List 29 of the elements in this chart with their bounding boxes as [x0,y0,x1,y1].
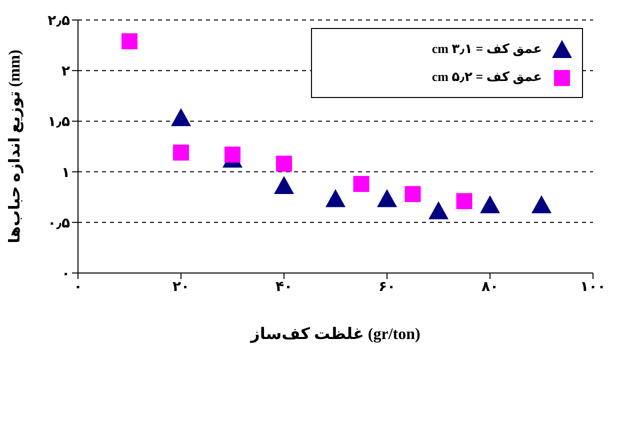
y-tick-label: ۲ [61,64,70,80]
point [353,176,370,192]
y-tick-label: ۱٫۵ [48,115,70,130]
point [456,193,472,210]
point [428,201,448,220]
legend-label: عمق کف = ۵٫۲ cm [432,69,542,85]
x-tick-label: ۲۰ [172,280,190,295]
point [326,189,346,208]
x-tick-label: ۴۰ [275,280,293,295]
point [274,176,294,194]
point [173,144,189,161]
y-tick-label: ۰٫۵ [48,216,70,232]
x-tick-label: ۶۰ [378,280,396,295]
point [224,146,240,163]
x-tick-label: ۰ [74,280,82,295]
point [171,108,191,126]
legend-label: عمق کف = ۳٫۱ cm [432,41,542,57]
point [122,33,138,50]
point [404,186,421,202]
x-tick-label: ۱۰۰ [580,280,606,295]
y-tick-label: ۰ [61,266,70,282]
x-axis-title: غلظت کف‌ساز (gr/ton) [250,326,420,343]
point [377,189,397,208]
point [480,195,500,214]
point [276,156,292,172]
y-tick-label: ۲٫۵ [48,14,70,29]
y-tick-label: ۱ [61,166,70,181]
x-tick-label: ۸۰ [481,280,499,295]
point [532,195,552,214]
